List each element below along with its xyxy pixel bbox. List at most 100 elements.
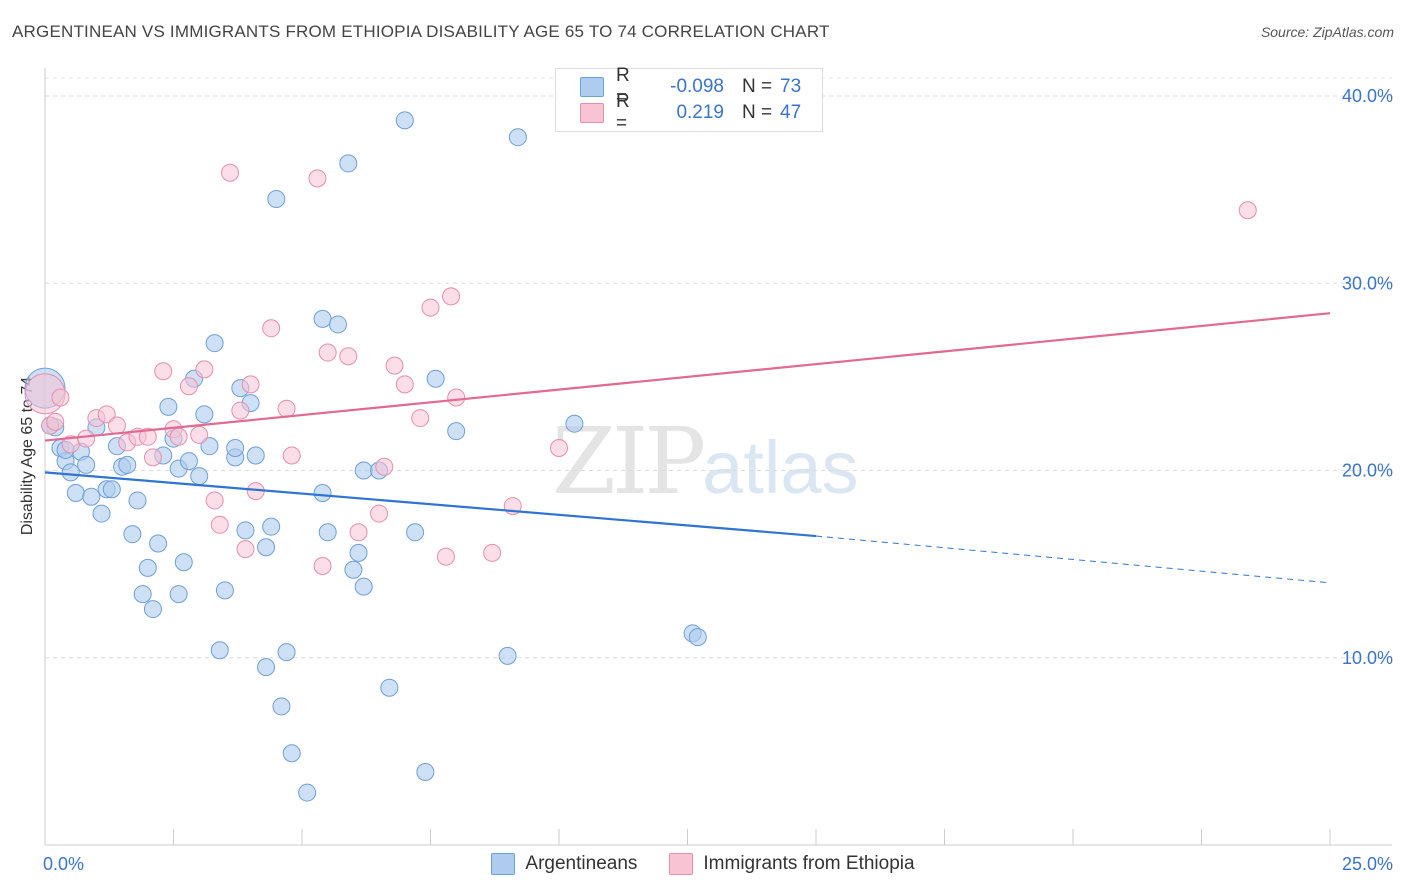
data-point xyxy=(313,309,332,328)
chart-title: ARGENTINEAN VS IMMIGRANTS FROM ETHIOPIA … xyxy=(12,22,830,41)
legend-n-label: N = xyxy=(742,76,773,97)
data-point xyxy=(179,452,198,471)
data-point xyxy=(221,163,240,182)
series-legend: Argentineans Immigrants from Ethiopia xyxy=(0,852,1406,876)
legend-n-value: 47 xyxy=(780,102,802,123)
series-points-ethiopia xyxy=(24,163,1257,575)
data-point xyxy=(550,439,568,458)
data-point xyxy=(179,377,198,396)
data-point xyxy=(236,540,255,559)
axis-layer xyxy=(44,68,1392,846)
legend-row-ethiopia: R = 0.219 N = 47 xyxy=(580,91,802,134)
data-point xyxy=(210,641,229,660)
series-points-argentineans xyxy=(24,111,707,802)
data-point xyxy=(138,558,157,577)
series-legend-label: Argentineans xyxy=(525,853,638,874)
trend-line-ethiopia xyxy=(44,312,1331,442)
data-point xyxy=(267,189,286,208)
data-point xyxy=(118,455,137,474)
data-point xyxy=(138,427,157,446)
points-layer xyxy=(24,111,1257,802)
data-point xyxy=(411,409,430,428)
data-point xyxy=(298,783,317,802)
series-legend-item-ethiopia[interactable]: Immigrants from Ethiopia xyxy=(669,853,915,875)
legend-r-label: R = xyxy=(616,91,630,134)
zipatlas-watermark: ZIPatlas xyxy=(552,408,858,515)
data-point xyxy=(318,343,337,362)
data-point xyxy=(92,504,111,523)
data-point xyxy=(272,697,291,716)
data-point xyxy=(416,762,435,781)
series-legend-item-argentineans[interactable]: Argentineans xyxy=(491,853,637,875)
data-point xyxy=(318,523,337,542)
data-point xyxy=(339,347,358,366)
data-point xyxy=(395,111,414,130)
data-point xyxy=(313,483,332,502)
data-point xyxy=(375,457,394,476)
data-point xyxy=(426,369,445,388)
data-point xyxy=(282,446,301,465)
legend-row-argentineans: R = -0.098 N = 73 xyxy=(580,65,801,108)
watermark-atlas: atlas xyxy=(702,426,859,509)
data-point xyxy=(277,399,296,418)
data-point xyxy=(174,553,193,572)
data-point xyxy=(565,414,584,433)
data-point xyxy=(421,298,440,317)
correlation-legend: R = -0.098 N = 73 R = 0.219 N = 47 xyxy=(555,65,823,134)
trend-layer xyxy=(44,312,1331,584)
data-point xyxy=(102,480,121,499)
data-point xyxy=(370,504,389,523)
data-point xyxy=(159,397,178,416)
data-point xyxy=(257,658,276,677)
series-swatch-argentineans xyxy=(491,853,516,875)
data-point xyxy=(257,538,276,557)
data-point xyxy=(436,547,455,566)
data-point xyxy=(61,463,80,482)
legend-r-value: 0.219 xyxy=(676,102,724,123)
legend-n-label: N = xyxy=(742,102,773,123)
data-point xyxy=(154,362,173,381)
data-point xyxy=(447,388,466,407)
data-point xyxy=(46,412,65,431)
data-point xyxy=(406,523,425,542)
data-point xyxy=(354,461,373,480)
data-point xyxy=(82,487,101,506)
data-point xyxy=(308,169,327,188)
data-point xyxy=(128,491,147,510)
data-point xyxy=(169,585,188,604)
data-point xyxy=(215,581,234,600)
legend-r-label: R = xyxy=(616,65,630,108)
data-point xyxy=(385,356,404,375)
trend-line-argentineans-extrapolated xyxy=(815,535,1331,584)
x-tick-label: 25.0% xyxy=(1342,854,1393,874)
data-point xyxy=(97,405,116,424)
x-tick-label: 0.0% xyxy=(43,854,84,874)
data-point xyxy=(262,319,281,338)
data-point xyxy=(498,646,517,665)
data-point xyxy=(107,416,126,435)
data-point xyxy=(190,425,209,444)
data-point xyxy=(313,556,332,575)
data-point xyxy=(395,375,414,394)
tick-label-layer: 10.0% 20.0% 30.0% 40.0% 0.0% 25.0% xyxy=(43,86,1393,874)
data-point xyxy=(328,315,347,334)
legend-swatch-ethiopia xyxy=(580,103,604,123)
data-point xyxy=(354,577,373,596)
data-point xyxy=(349,523,368,542)
data-point xyxy=(66,483,85,502)
data-point xyxy=(349,543,368,562)
data-point xyxy=(508,128,527,147)
y-tick-label: 20.0% xyxy=(1342,461,1393,481)
data-point xyxy=(380,678,399,697)
data-point xyxy=(262,517,281,536)
series-swatch-ethiopia xyxy=(669,853,694,875)
data-point xyxy=(149,534,168,553)
data-point xyxy=(200,437,219,456)
data-point xyxy=(1238,201,1257,220)
legend-swatch-argentineans xyxy=(580,77,604,97)
data-point xyxy=(143,600,162,619)
data-point xyxy=(133,585,152,604)
data-point xyxy=(123,525,142,544)
data-point xyxy=(277,643,296,662)
